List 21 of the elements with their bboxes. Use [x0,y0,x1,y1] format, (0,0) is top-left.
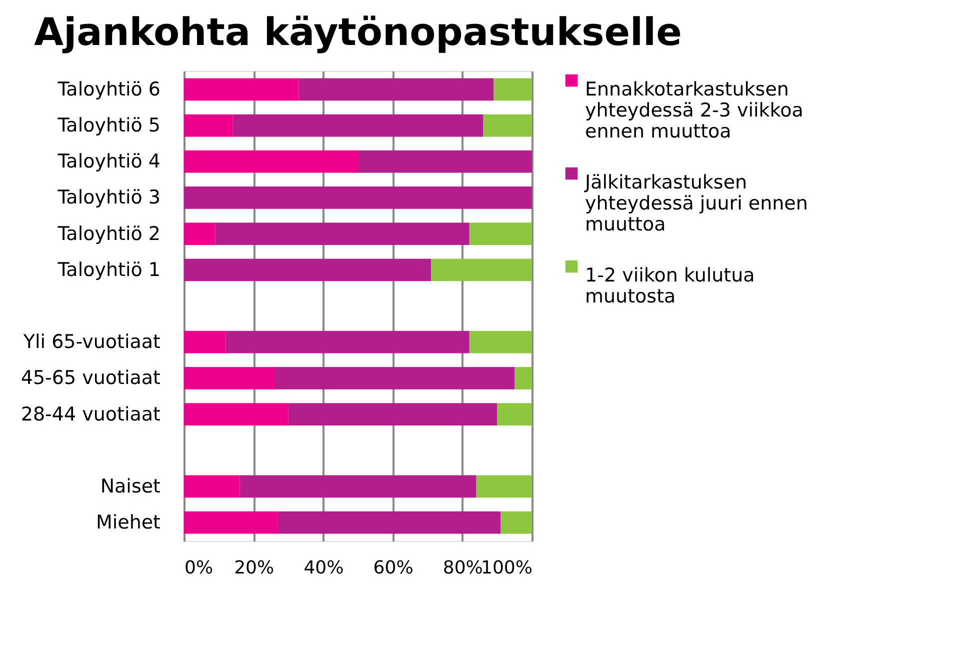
y-tick-label: Taloyhtiö 1 [56,258,160,281]
y-tick-label: Taloyhtiö 5 [56,114,160,137]
legend-label: Jälkitarkastuksen yhteydessä juuri ennen muuttoa [584,172,808,236]
y-tick-label: Miehet [96,512,160,534]
y-tick-label: Taloyhtiö 6 [56,78,160,100]
y-tick-label: 45-65 vuotiaat [20,367,160,390]
legend-label: 1-2 viikon kulutua muutosta [585,264,755,308]
y-tick-label: 28-44 vuotiaat [20,403,160,426]
y-tick-label: Taloyhtiö 2 [56,222,160,245]
y-tick-label: Taloyhtiö 3 [56,186,160,209]
chart-title: Ajankohta käytönopastukselle [34,10,682,54]
y-tick-label: Naiset [100,475,160,498]
x-tick-label: 100% [481,558,532,578]
x-tick-label: 20% [234,558,274,578]
x-tick-label: 80% [442,558,483,578]
y-tick-label: Yli 65-vuotiaat [22,331,160,354]
x-tick-label: 60% [373,558,414,578]
legend-label: Ennakkotarkastuksen yhteydessä 2-3 viikkoa ennen muuttoa [585,78,804,142]
x-tick-label: 40% [304,558,344,578]
y-tick-label: Taloyhtiö 4 [56,150,160,173]
x-tick-label: 0% [184,558,214,578]
